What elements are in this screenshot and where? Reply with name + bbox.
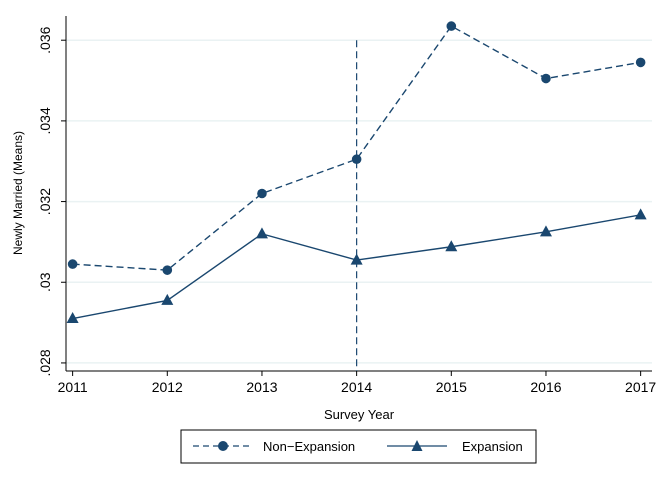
data-point-expansion xyxy=(66,312,79,324)
data-point-non-expansion xyxy=(67,259,78,269)
y-tick-label: .03 xyxy=(37,272,53,292)
legend-marker-expansion xyxy=(411,440,423,451)
data-point-expansion xyxy=(161,293,174,305)
x-tick-label: 2017 xyxy=(625,379,656,395)
x-tick-label: 2016 xyxy=(530,379,561,395)
data-point-non-expansion xyxy=(257,188,267,199)
data-point-non-expansion xyxy=(541,73,551,84)
legend: Non−Expansion Expansion xyxy=(180,429,537,464)
data-point-expansion xyxy=(350,253,363,265)
y-axis-label: Newly Married (Means) xyxy=(11,131,25,255)
x-ticks: 2011 2012 2013 2014 2015 2016 2017 xyxy=(58,371,656,395)
data-point-non-expansion xyxy=(351,154,362,165)
y-tick-label: .032 xyxy=(37,188,53,215)
x-tick-label: 2013 xyxy=(246,379,277,395)
data-point-non-expansion xyxy=(635,57,646,68)
legend-box xyxy=(180,429,537,464)
legend-label-expansion: Expansion xyxy=(462,439,523,454)
x-axis-label: Survey Year xyxy=(324,407,395,422)
y-ticks: .028 .03 .032 .034 .036 xyxy=(37,26,66,377)
data-point-expansion xyxy=(539,225,552,237)
legend-label-non-expansion: Non−Expansion xyxy=(263,439,355,454)
x-tick-label: 2011 xyxy=(58,379,88,395)
x-tick-label: 2014 xyxy=(341,379,372,395)
series xyxy=(66,21,647,324)
data-point-non-expansion xyxy=(446,21,457,31)
grid xyxy=(66,39,652,364)
data-point-expansion xyxy=(445,240,458,252)
data-point-expansion xyxy=(255,227,268,239)
x-tick-label: 2015 xyxy=(436,379,467,395)
y-tick-label: .036 xyxy=(37,26,53,53)
data-point-expansion xyxy=(634,208,647,220)
legend-marker-non-expansion xyxy=(218,441,228,451)
axes xyxy=(65,16,652,372)
y-tick-label: .028 xyxy=(37,349,53,376)
x-tick-label: 2012 xyxy=(152,379,183,395)
data-point-non-expansion xyxy=(162,265,173,275)
y-tick-label: .034 xyxy=(37,107,53,134)
